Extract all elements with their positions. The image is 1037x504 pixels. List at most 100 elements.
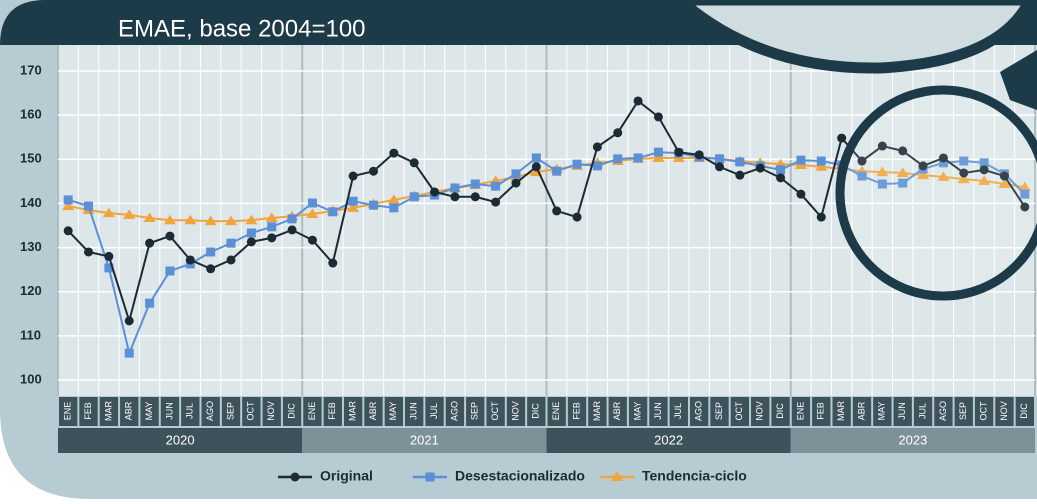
point [291,473,300,482]
point [450,192,459,201]
x-tick-label: FEB [816,402,826,420]
x-tick-label: OCT [978,401,988,421]
x-tick-label: SEP [714,402,724,420]
point [593,142,602,151]
x-tick-label: MAR [836,401,846,422]
x-tick-label: NOV [999,401,1009,421]
point [735,157,744,166]
x-tick-label: OCT [490,401,500,421]
point [206,264,215,273]
x-tick-label: OCT [246,401,256,421]
point [756,164,765,173]
point [125,316,134,325]
x-tick-label: DIC [775,403,785,419]
x-tick-label: MAY [144,402,154,421]
point [145,239,154,248]
point [145,299,154,308]
point [64,226,73,235]
x-tick-label: JUL [673,403,683,419]
x-tick-label: FEB [571,402,581,420]
point [715,162,724,171]
point [328,207,337,216]
x-tick-label: OCT [734,401,744,421]
point [186,255,195,264]
point [369,201,378,210]
point [64,195,73,204]
point [165,266,174,275]
point [308,198,317,207]
point [328,259,337,268]
point [247,229,256,238]
y-tick-label: 140 [20,195,42,210]
point [206,247,215,256]
point [288,214,297,223]
point [674,148,683,157]
point [426,473,435,482]
x-tick-label: ABR [368,401,378,420]
year-label: 2021 [410,432,439,447]
x-tick-label: AGO [938,401,948,421]
year-label: 2023 [898,432,927,447]
x-tick-label: JUL [917,403,927,419]
point [349,197,358,206]
chart-title: EMAE, base 2004=100 [118,15,366,42]
y-tick-label: 100 [20,371,42,386]
point [410,158,419,167]
point [695,150,704,159]
point [634,96,643,105]
point [796,156,805,165]
legend-label: Desestacionalizado [455,468,585,484]
x-tick-label: JUL [429,403,439,419]
x-tick-label: ABR [856,401,866,420]
point [573,160,582,169]
point [573,213,582,222]
y-tick-label: 130 [20,239,42,254]
x-tick-label: FEB [83,402,93,420]
point [349,172,358,181]
point [125,349,134,358]
x-tick-label: MAR [103,401,113,422]
x-tick-label: AGO [449,401,459,421]
x-tick-label: DIC [286,403,296,419]
x-tick-label: MAY [388,402,398,421]
x-tick-label: JUN [653,402,663,420]
point [491,182,500,191]
point [471,192,480,201]
point [450,183,459,192]
y-tick-label: 110 [20,327,41,342]
point [552,167,561,176]
x-tick-label: AGO [205,401,215,421]
point [84,247,93,256]
point [552,206,561,215]
x-tick-label: MAY [632,402,642,421]
x-tick-label: SEP [470,402,480,420]
point [165,232,174,241]
point [104,252,113,261]
x-tick-label: ABR [612,401,622,420]
legend-label: Tendencia-ciclo [642,468,747,484]
chart: 100110120130140150160170ENEFEBMARABRMAYJ… [0,0,1037,499]
point [532,153,541,162]
x-tick-label: DIC [531,403,541,419]
point [369,167,378,176]
point [613,154,622,163]
x-tick-label: NOV [266,401,276,421]
point [613,128,622,137]
y-tick-label: 170 [20,62,42,77]
point [267,222,276,231]
point [837,134,846,143]
point [796,190,805,199]
year-label: 2020 [166,432,195,447]
point [817,213,826,222]
point [654,112,663,121]
point [389,203,398,212]
point [84,202,93,211]
point [715,154,724,163]
x-tick-label: ENE [63,402,73,421]
x-tick-label: JUN [897,402,907,420]
y-tick-label: 160 [20,107,42,122]
x-tick-label: NOV [510,401,520,421]
point [227,255,236,264]
point [817,157,826,166]
point [776,165,785,174]
